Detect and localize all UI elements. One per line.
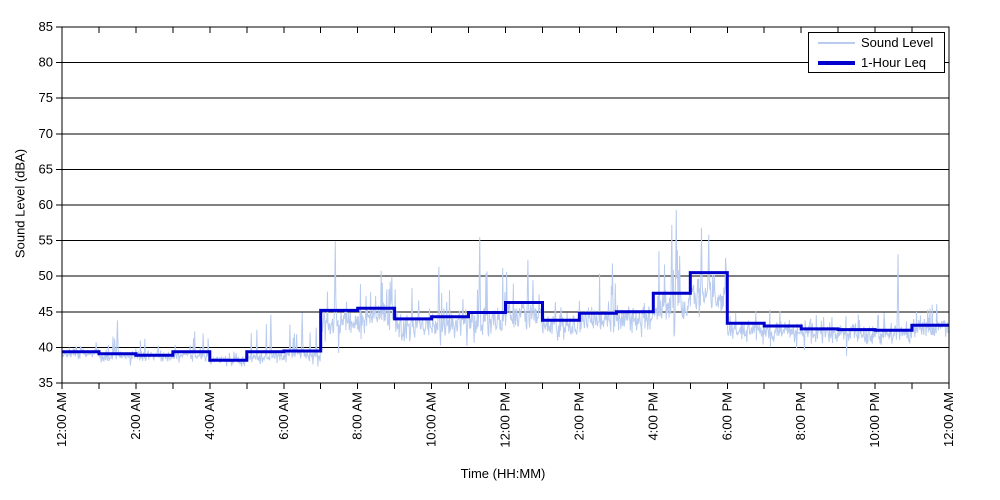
legend-label-1-hour-leq: 1-Hour Leq (861, 55, 927, 70)
x-tick-label: 8:00 PM (793, 392, 808, 440)
y-tick-label: 70 (39, 126, 53, 141)
sound-level-series (61, 209, 950, 367)
one-hour-leq-series (62, 271, 949, 362)
x-tick-label: 12:00 AM (54, 392, 69, 447)
y-tick-label: 55 (39, 233, 53, 248)
y-tick-label: 80 (39, 55, 53, 70)
y-tick-label: 50 (39, 268, 53, 283)
y-tick-label: 35 (39, 375, 53, 390)
x-tick-label: 6:00 AM (276, 392, 291, 440)
y-tick-label: 60 (39, 197, 53, 212)
y-tick-label: 40 (39, 339, 53, 354)
y-tick-label: 65 (39, 161, 53, 176)
x-tick-label: 2:00 AM (128, 392, 143, 440)
x-tick-label: 4:00 AM (202, 392, 217, 440)
x-tick-label: 8:00 AM (350, 392, 365, 440)
legend-label-sound-level: Sound Level (861, 35, 934, 50)
x-tick-label: 4:00 PM (645, 392, 660, 440)
x-tick-label: 10:00 PM (867, 392, 882, 448)
legend-item-sound-level: Sound Level (809, 35, 944, 51)
x-tick-label: 6:00 PM (719, 392, 734, 440)
y-tick-label: 45 (39, 304, 53, 319)
sound-level-line-swatch (818, 41, 855, 44)
x-axis-title: Time (HH:MM) (460, 466, 546, 481)
y-axis-title: Sound Level (dBA) (12, 148, 28, 259)
x-tick-label: 12:00 AM (941, 392, 956, 447)
y-tick-label: 75 (39, 90, 53, 105)
x-tick-label: 10:00 AM (424, 392, 439, 447)
y-tick-label: 85 (39, 19, 53, 34)
legend-item-1-hour-leq: 1-Hour Leq (809, 55, 944, 71)
x-tick-label: 12:00 PM (498, 392, 513, 448)
x-tick-label: 2:00 PM (571, 392, 586, 440)
legend: Sound Level 1-Hour Leq (808, 32, 945, 73)
one-hour-leq-line-swatch (818, 60, 855, 65)
